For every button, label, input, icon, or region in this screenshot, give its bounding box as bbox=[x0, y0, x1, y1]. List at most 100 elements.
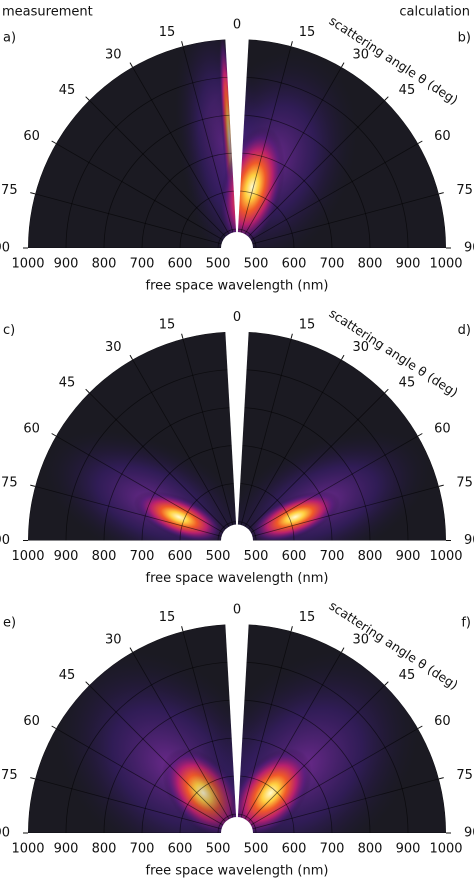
r-tick-label: 600 bbox=[168, 549, 193, 564]
heatmap bbox=[28, 331, 446, 541]
theta-tick bbox=[85, 681, 90, 686]
theta-tick-label: 75 bbox=[456, 475, 473, 490]
theta-tick-label: 75 bbox=[1, 475, 18, 490]
theta-tick-label: 60 bbox=[434, 129, 451, 144]
grid-spoke bbox=[35, 778, 238, 833]
theta-tick-label: 60 bbox=[23, 422, 40, 437]
r-tick-label: 500 bbox=[244, 549, 269, 564]
theta-tick bbox=[51, 725, 57, 729]
theta-tick-label: 0 bbox=[233, 18, 241, 33]
grid-spoke bbox=[55, 143, 238, 248]
theta-tick bbox=[51, 433, 57, 437]
theta-tick bbox=[417, 433, 423, 437]
panel-label: d) bbox=[458, 323, 471, 338]
r-tick-label: 600 bbox=[282, 549, 307, 564]
center-gap bbox=[225, 620, 249, 833]
panel-label: a) bbox=[3, 31, 16, 46]
r-tick-label: 500 bbox=[244, 842, 269, 857]
theta-tick bbox=[129, 647, 133, 653]
grid-spoke bbox=[236, 143, 419, 248]
r-tick-label: 800 bbox=[92, 549, 117, 564]
x-axis-label: free space wavelength (nm) bbox=[146, 571, 329, 586]
grid-spoke bbox=[236, 66, 342, 248]
grid-spoke bbox=[236, 728, 419, 833]
r-tick-label: 1000 bbox=[429, 257, 462, 272]
theta-tick-label: 45 bbox=[399, 375, 416, 390]
theta-tick bbox=[438, 777, 444, 780]
r-tick-label: 900 bbox=[54, 549, 79, 564]
theta-tick-label: 75 bbox=[456, 183, 473, 198]
theta-tick bbox=[290, 41, 293, 47]
grid-spoke bbox=[236, 193, 439, 248]
theta-tick-label: 45 bbox=[399, 668, 416, 683]
theta-tick-label: 30 bbox=[353, 47, 370, 62]
r-tick-label: 900 bbox=[54, 842, 79, 857]
theta-tick-label: 45 bbox=[59, 668, 76, 683]
inner-disk bbox=[221, 524, 253, 541]
grid-spoke bbox=[55, 435, 238, 541]
theta-tick-label: 75 bbox=[1, 183, 18, 198]
theta-tick-label: 30 bbox=[105, 632, 122, 647]
theta-tick bbox=[417, 725, 423, 729]
r-tick-label: 800 bbox=[358, 842, 383, 857]
title-left: measurement bbox=[2, 5, 93, 20]
theta-tick bbox=[438, 192, 444, 195]
theta-tick bbox=[181, 333, 184, 339]
theta-tick-label: 30 bbox=[353, 340, 370, 355]
grid-spoke bbox=[236, 651, 342, 833]
theta-tick bbox=[85, 96, 90, 101]
theta-tick-label: 90 bbox=[0, 826, 10, 841]
theta-tick-label: 15 bbox=[299, 610, 316, 625]
grid-spoke bbox=[236, 631, 292, 833]
grid-spoke bbox=[55, 728, 238, 833]
r-tick-label: 700 bbox=[320, 549, 345, 564]
heatmap bbox=[28, 39, 446, 248]
theta-tick-label: 90 bbox=[464, 241, 474, 256]
theta-tick-label: 60 bbox=[23, 129, 40, 144]
grid-spoke bbox=[132, 651, 238, 833]
theta-tick-label: 45 bbox=[399, 83, 416, 98]
r-tick-label: 1000 bbox=[11, 257, 44, 272]
r-tick-label: 900 bbox=[396, 842, 421, 857]
theta-tick bbox=[384, 388, 389, 394]
grid-spoke bbox=[132, 66, 238, 248]
center-gap bbox=[225, 327, 249, 541]
r-tick-label: 1000 bbox=[11, 842, 44, 857]
grid-spoke bbox=[236, 435, 419, 541]
theta-tick-label: 45 bbox=[59, 375, 76, 390]
theta-tick bbox=[438, 484, 444, 487]
theta-tick-label: 60 bbox=[434, 714, 451, 729]
r-tick-label: 700 bbox=[130, 549, 155, 564]
r-tick-label: 1000 bbox=[429, 842, 462, 857]
r-tick-label: 800 bbox=[92, 842, 117, 857]
theta-tick bbox=[181, 626, 184, 632]
theta-tick-label: 30 bbox=[353, 632, 370, 647]
theta-tick-label: 0 bbox=[233, 310, 241, 325]
theta-tick-label: 75 bbox=[456, 768, 473, 783]
r-tick-label: 900 bbox=[54, 257, 79, 272]
r-tick-label: 600 bbox=[282, 842, 307, 857]
theta-tick-label: 15 bbox=[159, 318, 176, 333]
panel-label: f) bbox=[461, 616, 471, 631]
theta-tick bbox=[85, 388, 90, 394]
grid-spoke bbox=[236, 99, 386, 248]
theta-tick bbox=[129, 354, 133, 360]
grid-spoke bbox=[236, 684, 386, 833]
r-tick-label: 900 bbox=[396, 257, 421, 272]
grid-spoke bbox=[132, 359, 238, 541]
r-tick-label: 800 bbox=[358, 549, 383, 564]
theta-tick-label: 15 bbox=[159, 25, 176, 40]
heat-spot bbox=[250, 491, 341, 541]
grid-spoke bbox=[236, 778, 439, 833]
grid-spoke bbox=[236, 359, 342, 541]
inner-disk bbox=[221, 817, 253, 833]
r-tick-label: 700 bbox=[130, 257, 155, 272]
theta-tick bbox=[384, 96, 389, 101]
theta-tick-label: 60 bbox=[434, 422, 451, 437]
x-axis-label: free space wavelength (nm) bbox=[146, 864, 329, 879]
grid-spoke bbox=[236, 392, 386, 541]
grid-spoke bbox=[182, 338, 238, 541]
theta-tick bbox=[290, 626, 293, 632]
theta-tick-label: 0 bbox=[233, 603, 241, 618]
